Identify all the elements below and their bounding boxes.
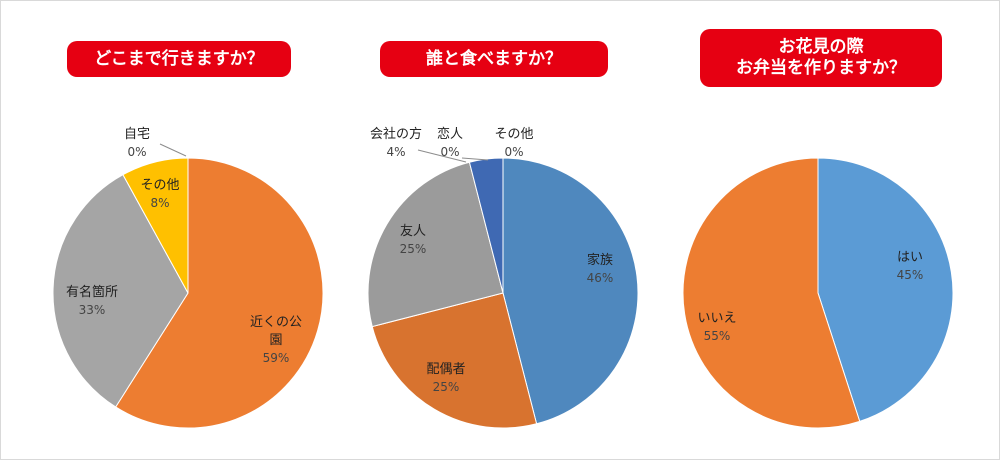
pie2-slice-1 [371,292,538,429]
pie2-value-4: 0% [440,145,459,159]
pie-chart-2: 家族 46% 配偶者 25% 友人 25% 会社の方 4% 恋人 0% その他 0% [367,126,639,429]
pie3-label-1: いいえ [697,311,736,326]
pie2-label-5: その他 [494,127,533,142]
pie2-value-2: 25% [400,242,427,256]
pie1-label-2: その他 [140,178,179,193]
pie2-label-1: 配偶者 [426,362,465,377]
pie1-value-0: 59% [263,351,290,365]
pie1-label-0: 園 [269,333,282,348]
pie2-label-4: 恋人 [437,126,463,142]
pie1-label-0: 近くの公 [250,315,302,330]
pie1-value-3: 0% [127,145,146,159]
pie2-label-2: 友人 [400,223,426,239]
pie3-value-1: 55% [704,329,731,343]
pie2-slice-0 [502,157,639,425]
chart2-title-text: 誰と食べますか？ [426,48,562,69]
pie2-slice-3 [468,157,504,294]
pie2-value-1: 25% [433,380,460,394]
pie3-slice-0 [817,157,954,423]
pie2-label-3: 会社の方 [370,126,422,142]
pie1-value-1: 33% [79,303,106,317]
pie2-leader-4 [461,157,489,161]
pie2-value-0: 46% [587,271,614,285]
pie2-slice-2 [367,161,504,328]
chart1-title-text: どこまで行きますか？ [94,48,264,69]
pie3-value-0: 45% [897,268,924,282]
pie1-label-1: 有名箇所 [66,284,118,300]
pie2-value-3: 4% [386,145,405,159]
pie1-leader-3 [159,143,187,157]
chart3-title: お花見の際 お弁当を作りますか？ [700,29,942,87]
pie1-slice-2 [122,157,189,294]
chart3-title-line1: お花見の際 [778,37,864,57]
chart1-title: どこまで行きますか？ [67,41,291,77]
pie2-label-0: 家族 [587,252,613,268]
pie-chart-3: はい 45% いいえ 55% [682,157,954,429]
pie1-label-3: 自宅 [124,127,150,142]
pie2-value-5: 0% [504,145,523,159]
pie1-slice-1 [52,174,189,408]
chart3-title-line2: お弁当を作りますか？ [736,58,906,78]
pie2-leader-3 [417,149,467,163]
pie1-slice-0 [114,157,324,429]
pie1-value-2: 8% [150,196,169,210]
pie3-slice-1 [682,157,861,429]
pie3-label-0: はい [897,250,923,265]
chart2-title: 誰と食べますか？ [380,41,608,77]
